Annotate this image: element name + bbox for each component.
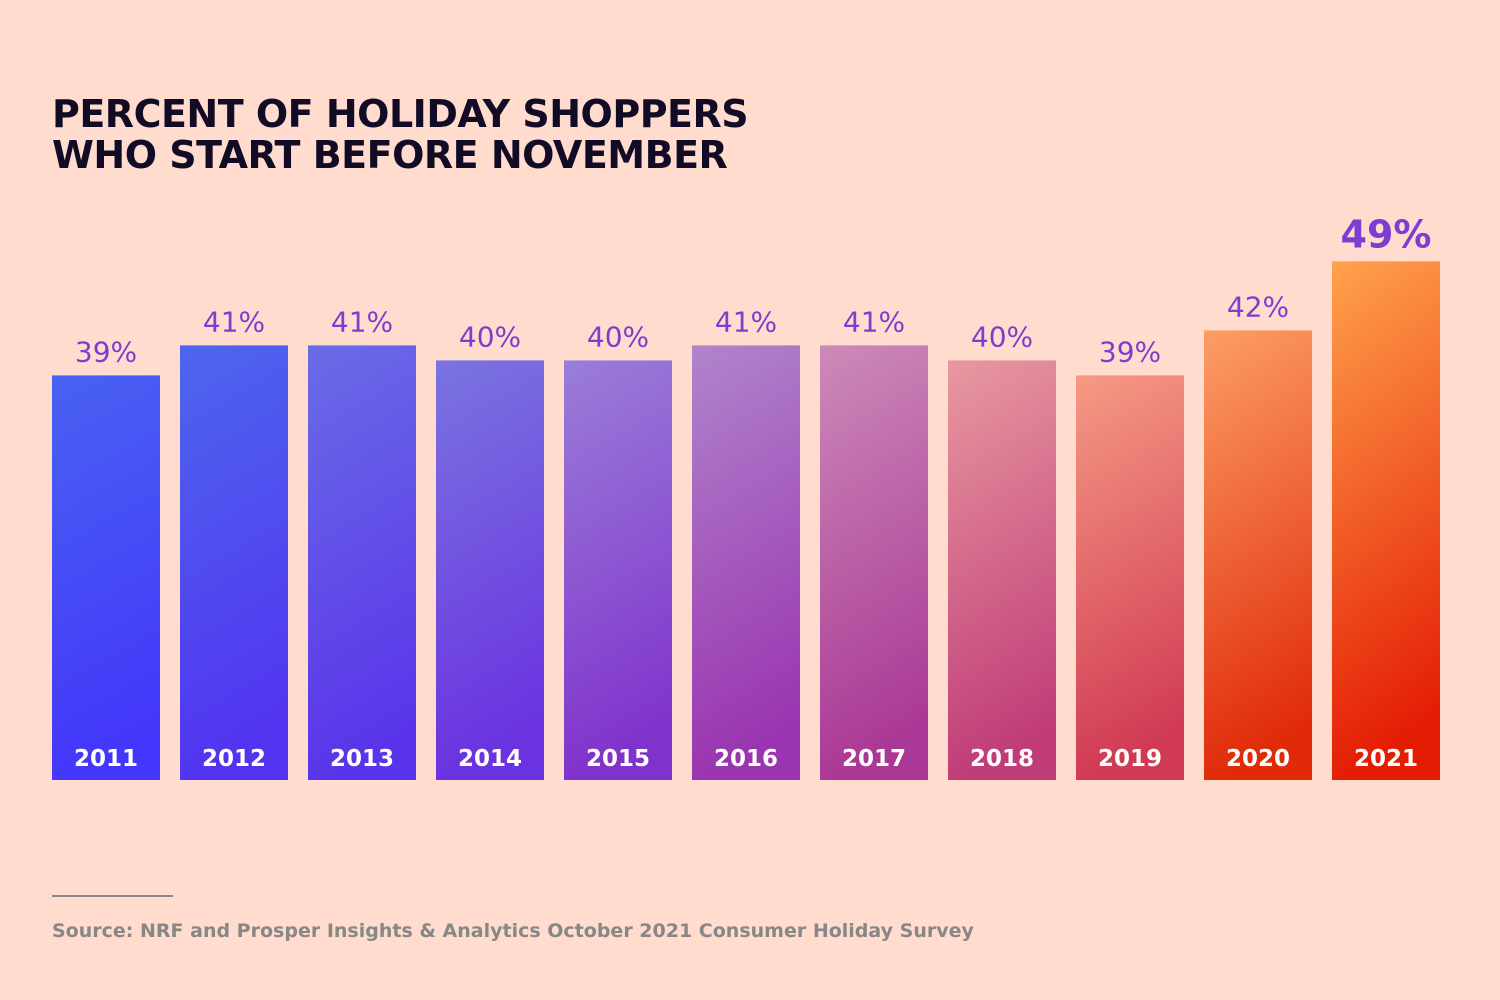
value-label-2021: 49% (1341, 212, 1432, 256)
year-label-2011: 2011 (74, 746, 138, 772)
bar-2014 (436, 360, 544, 780)
year-label-2019: 2019 (1098, 746, 1162, 772)
bar-2017 (820, 345, 928, 780)
bar-2021 (1332, 261, 1440, 780)
year-label-2015: 2015 (586, 746, 650, 772)
value-label-2013: 41% (331, 305, 393, 338)
source-divider (52, 895, 173, 897)
value-label-2011: 39% (75, 335, 137, 368)
year-label-2018: 2018 (970, 746, 1034, 772)
year-label-2014: 2014 (458, 746, 522, 772)
value-label-2014: 40% (459, 320, 521, 353)
year-label-2012: 2012 (202, 746, 266, 772)
year-label-2013: 2013 (330, 746, 394, 772)
bar-2012 (180, 345, 288, 780)
bar-2011 (52, 375, 160, 780)
value-label-2017: 41% (843, 305, 905, 338)
chart-title-line-2: WHO START BEFORE NOVEMBER (52, 133, 728, 177)
value-label-2016: 41% (715, 305, 777, 338)
bar-2018 (948, 360, 1056, 780)
bar-2020 (1204, 330, 1312, 780)
value-label-2012: 41% (203, 305, 265, 338)
bar-2019 (1076, 375, 1184, 780)
value-label-2015: 40% (587, 320, 649, 353)
value-label-2019: 39% (1099, 335, 1161, 368)
value-label-2018: 40% (971, 320, 1033, 353)
chart-title: PERCENT OF HOLIDAY SHOPPERS WHO START BE… (52, 92, 749, 177)
value-label-2020: 42% (1227, 290, 1289, 323)
bar-2015 (564, 360, 672, 780)
bar-2016 (692, 345, 800, 780)
year-label-2016: 2016 (714, 746, 778, 772)
year-label-2021: 2021 (1354, 746, 1418, 772)
chart-title-line-1: PERCENT OF HOLIDAY SHOPPERS (52, 92, 749, 136)
bar-2013 (308, 345, 416, 780)
year-label-2020: 2020 (1226, 746, 1290, 772)
year-label-2017: 2017 (842, 746, 906, 772)
source-note: Source: NRF and Prosper Insights & Analy… (52, 920, 974, 942)
